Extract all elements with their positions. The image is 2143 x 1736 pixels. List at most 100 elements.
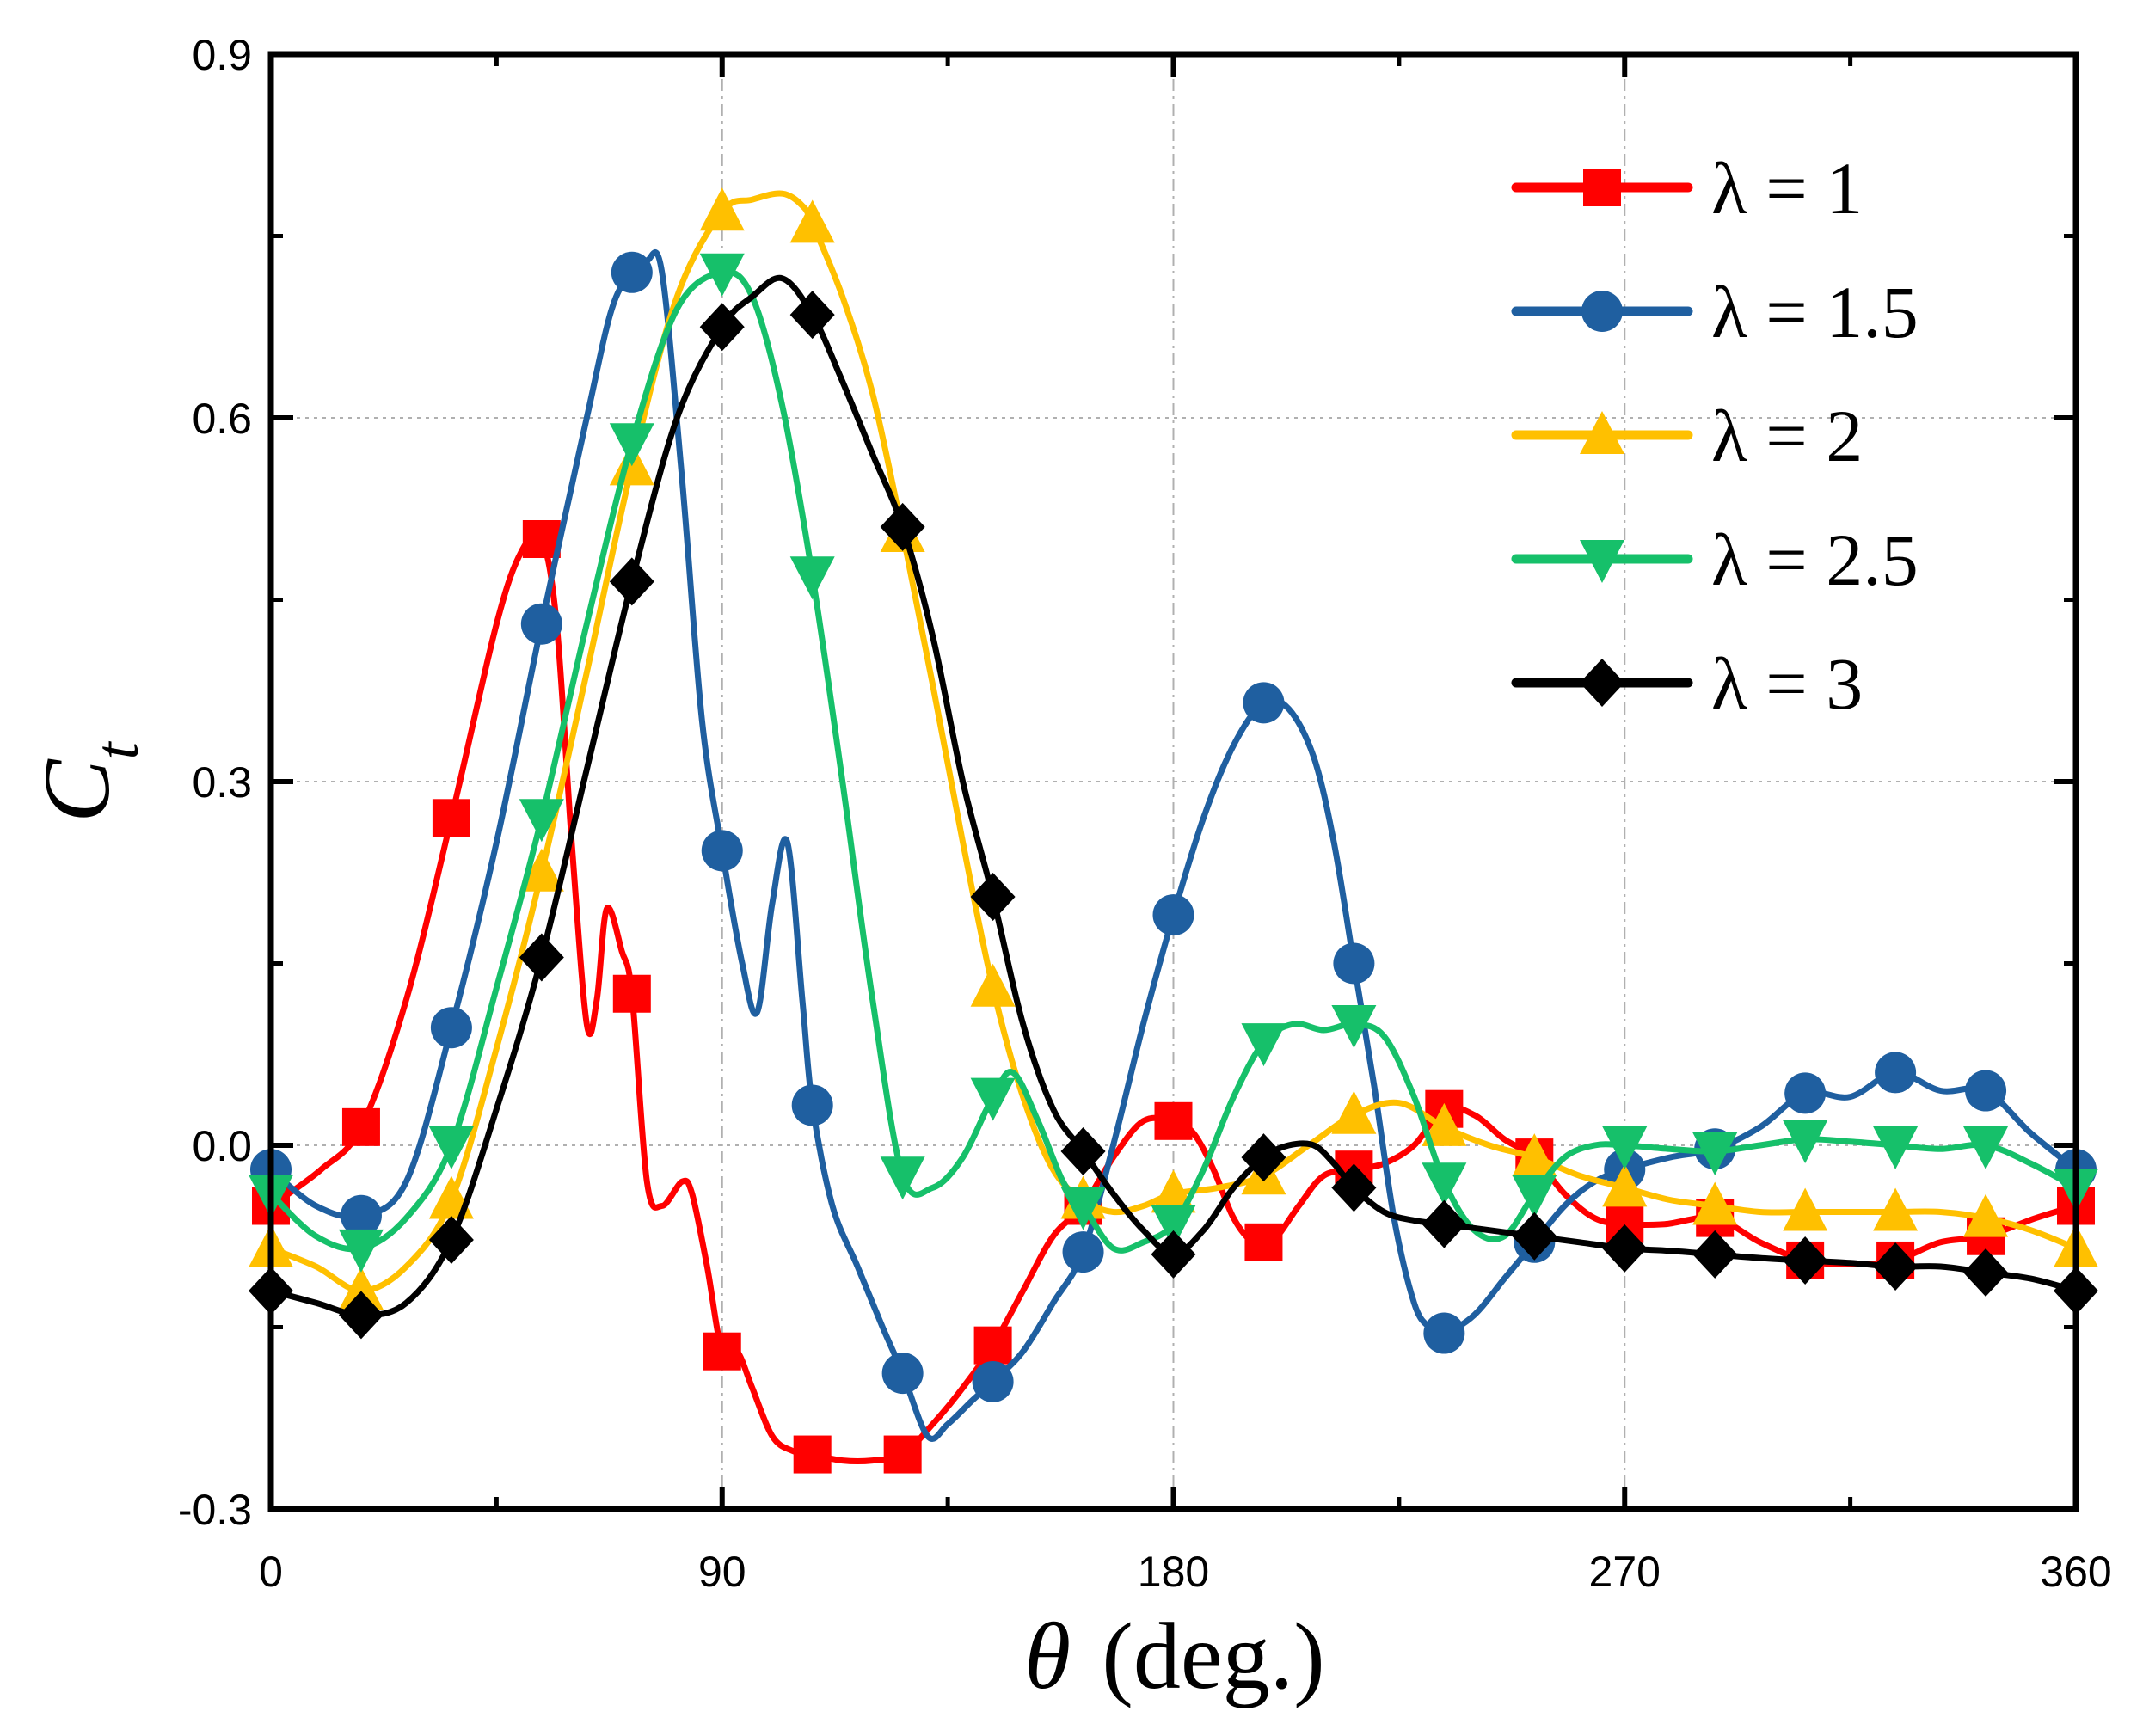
data-point-circle (520, 603, 562, 645)
data-point-triangle-down (789, 556, 835, 600)
y-tick-label: -0.3 (178, 1486, 252, 1534)
data-point-circle (1152, 894, 1194, 936)
data-point-circle (1333, 942, 1375, 985)
data-point-triangle-down (880, 1156, 925, 1200)
legend-swatch-marker (1581, 291, 1623, 332)
legend-swatch-marker (1580, 540, 1624, 583)
data-point-square (1154, 1101, 1193, 1140)
data-point-circle (1965, 1070, 2007, 1112)
data-point-triangle-down (1963, 1126, 2009, 1169)
data-point-triangle-down (338, 1229, 384, 1273)
data-point-diamond (880, 502, 925, 551)
data-point-triangle-down (609, 423, 654, 467)
data-point-square (341, 1107, 380, 1146)
data-point-square (1244, 1223, 1283, 1261)
data-point-triangle-up (1963, 1193, 2009, 1237)
data-point-diamond (1512, 1212, 1557, 1261)
data-point-triangle-up (1873, 1187, 1919, 1231)
y-tick-label: 0.0 (192, 1122, 252, 1170)
data-point-triangle-up (789, 199, 835, 243)
data-point-circle (881, 1353, 924, 1395)
x-tick-label: 270 (1589, 1548, 1661, 1596)
data-point-triangle-up (519, 848, 564, 892)
legend-item: λ = 1.5 (1511, 271, 1919, 353)
data-point-circle (1423, 1312, 1465, 1354)
data-point-circle (1062, 1231, 1104, 1273)
legend-label: λ = 1.5 (1711, 271, 1919, 353)
y-tick-label: 0.3 (192, 758, 252, 807)
data-point-diamond (1060, 1127, 1106, 1176)
data-point-diamond (338, 1291, 384, 1340)
legend-swatch-marker (1580, 659, 1624, 707)
data-point-diamond (970, 872, 1016, 921)
data-point-triangle-down (1692, 1132, 1738, 1176)
data-point-triangle-up (699, 187, 745, 231)
data-point-triangle-down (970, 1077, 1016, 1121)
data-point-circle (611, 251, 653, 293)
data-point-triangle-down (1331, 1005, 1377, 1048)
data-point-triangle-up (1512, 1133, 1557, 1177)
x-axis-title: θ (deg.) (1024, 1604, 1325, 1708)
data-point-diamond (1331, 1163, 1377, 1212)
series-2 (250, 249, 2097, 1442)
data-point-triangle-down (1512, 1175, 1557, 1218)
data-point-diamond (1422, 1199, 1467, 1248)
x-tick-label: 90 (698, 1548, 746, 1596)
legend-label: λ = 2.5 (1711, 518, 1919, 601)
data-point-circle (1875, 1052, 1917, 1094)
data-point-triangle-up (1422, 1102, 1467, 1146)
data-point-circle (1784, 1072, 1827, 1114)
x-axis-title-unit: (deg.) (1102, 1604, 1325, 1708)
data-point-triangle-up (338, 1267, 384, 1310)
data-point-circle (791, 1084, 833, 1126)
x-tick-label: 180 (1138, 1548, 1209, 1596)
y-axis-title: Ct (24, 740, 151, 822)
x-tick-label: 360 (2040, 1548, 2111, 1596)
data-point-triangle-down (1873, 1126, 1919, 1169)
data-point-triangle-down (1060, 1187, 1106, 1230)
series-5 (249, 274, 2098, 1340)
y-axis-title-main: C (24, 758, 129, 823)
data-point-diamond (1873, 1242, 1919, 1291)
data-point-diamond (428, 1215, 474, 1264)
data-point-diamond (519, 933, 564, 982)
axis-ticks (268, 52, 2079, 1512)
data-point-circle (340, 1194, 382, 1236)
y-axis-title-subscript: t (83, 740, 151, 759)
legend-label: λ = 3 (1711, 642, 1863, 725)
data-point-circle (1243, 682, 1285, 724)
data-point-diamond (699, 303, 745, 352)
x-axis-title-symbol: θ (1024, 1604, 1071, 1708)
x-tick-label: 0 (259, 1548, 283, 1596)
data-point-diamond (1602, 1224, 1648, 1273)
data-point-triangle-down (1422, 1162, 1467, 1206)
legend-item: λ = 1 (1511, 147, 1863, 230)
legend-item: λ = 2 (1511, 395, 1863, 477)
data-point-diamond (1783, 1236, 1828, 1285)
data-point-diamond (1963, 1248, 2009, 1297)
data-point-triangle-down (1151, 1205, 1196, 1248)
data-point-square (973, 1326, 1012, 1365)
series-4 (249, 253, 2098, 1273)
data-point-triangle-up (1331, 1090, 1377, 1134)
data-point-square (793, 1435, 832, 1474)
legend-label: λ = 1 (1711, 147, 1863, 230)
data-point-circle (430, 1007, 472, 1049)
data-point-diamond (1241, 1133, 1286, 1182)
y-tick-label: 0.9 (192, 31, 252, 79)
legend-swatch-marker (1580, 411, 1624, 454)
y-tick-label: 0.6 (192, 395, 252, 443)
data-point-triangle-down (699, 253, 745, 297)
legend-swatch-marker (1583, 169, 1621, 206)
data-point-circle (701, 830, 743, 872)
data-point-triangle-down (1783, 1120, 1828, 1163)
data-point-square (432, 799, 470, 837)
series-line (267, 274, 2079, 1318)
data-point-triangle-down (1602, 1126, 1648, 1169)
data-point-triangle-up (1783, 1187, 1828, 1231)
data-point-triangle-up (1692, 1181, 1738, 1225)
legend: λ = 1 λ = 1.5 λ = 2 λ = 2.5 λ = 3 (1511, 147, 1919, 725)
data-point-triangle-down (428, 1126, 474, 1169)
legend-label: λ = 2 (1711, 395, 1863, 477)
